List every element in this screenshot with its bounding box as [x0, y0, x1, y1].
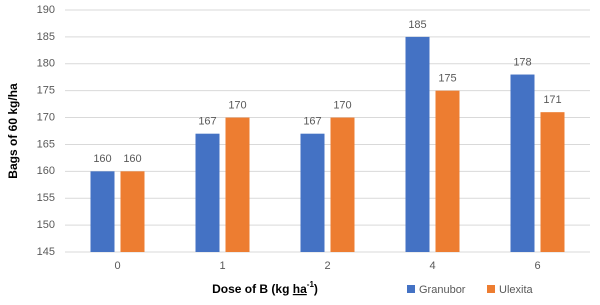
- y-tick-label: 160: [37, 165, 55, 177]
- y-tick-label: 185: [37, 31, 55, 43]
- bar: [405, 36, 430, 253]
- data-label: 160: [93, 153, 111, 165]
- data-label: 178: [513, 56, 531, 68]
- x-tick-label: 4: [429, 260, 435, 272]
- y-tick-label: 165: [37, 138, 55, 150]
- bar: [225, 117, 250, 252]
- data-label: 185: [408, 19, 426, 31]
- data-label: 175: [438, 73, 456, 85]
- y-tick-label: 155: [37, 192, 55, 204]
- x-tick-label: 0: [114, 260, 120, 272]
- legend-swatch: [487, 285, 495, 293]
- data-label: 167: [303, 116, 321, 128]
- bar: [510, 74, 535, 253]
- bar: [540, 112, 565, 252]
- x-axis-title: Dose of B (kg ha-1): [212, 280, 318, 296]
- y-tick-label: 190: [37, 4, 55, 16]
- legend-swatch: [407, 285, 415, 293]
- x-tick-label: 6: [534, 260, 540, 272]
- y-tick-label: 145: [37, 246, 55, 258]
- data-label: 160: [123, 153, 141, 165]
- y-tick-label: 170: [37, 111, 55, 123]
- data-label: 170: [333, 99, 351, 111]
- x-axis-title-text: Dose of B (kg: [212, 282, 293, 296]
- x-tick-label: 2: [324, 260, 330, 272]
- bar: [435, 90, 460, 253]
- data-label: 171: [543, 94, 561, 106]
- legend-label: Ulexita: [499, 284, 534, 296]
- x-axis-title-unit: ha: [293, 282, 307, 296]
- data-label: 170: [228, 99, 246, 111]
- y-tick-label: 150: [37, 219, 55, 231]
- bar: [300, 133, 325, 252]
- data-label: 167: [198, 116, 216, 128]
- bar: [90, 171, 115, 252]
- x-axis-title-end: ): [314, 282, 318, 296]
- x-tick-label: 1: [219, 260, 225, 272]
- bar: [330, 117, 355, 252]
- x-axis-title-sup: -1: [307, 280, 315, 289]
- legend-label: Granubor: [419, 284, 466, 296]
- y-axis-title: Bags of 60 kg/ha: [6, 83, 20, 179]
- bar: [120, 171, 145, 252]
- bar: [195, 133, 220, 252]
- y-tick-label: 175: [37, 85, 55, 97]
- y-tick-label: 180: [37, 58, 55, 70]
